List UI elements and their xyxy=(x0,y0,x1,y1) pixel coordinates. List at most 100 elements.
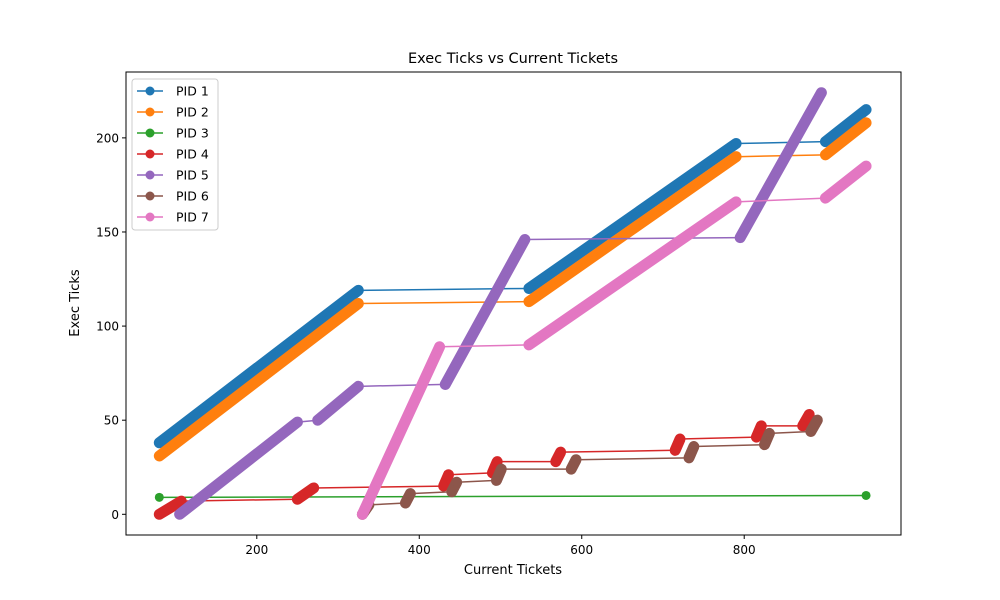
series-2-connector xyxy=(528,156,737,303)
series-2-line-1 xyxy=(158,302,359,457)
legend-box xyxy=(131,78,219,231)
series-6-point-7 xyxy=(496,464,506,474)
series-4-connector xyxy=(448,472,493,476)
series-7-line-3 xyxy=(824,165,867,199)
x-axis-label: Current Tickets xyxy=(464,563,562,578)
plot-area xyxy=(153,87,872,520)
series-4-point-9 xyxy=(556,447,566,457)
series-4-connector xyxy=(560,449,676,453)
series-3-point-1 xyxy=(154,492,164,502)
series-6-point-2 xyxy=(400,498,410,508)
series-4-point-13 xyxy=(756,421,766,431)
series-4-point-10 xyxy=(670,445,680,455)
series-1-point-3 xyxy=(731,139,741,149)
y-axis: 0 50 100 150 200 xyxy=(96,131,126,522)
legend-swatch-marker xyxy=(145,191,155,201)
series-5-line-4 xyxy=(739,92,823,238)
series-6-point-8 xyxy=(566,464,576,474)
series-4-point-3 xyxy=(309,483,319,493)
series-2 xyxy=(153,117,872,462)
y-tick-label: 100 xyxy=(96,320,119,334)
x-tick-label: 600 xyxy=(570,543,593,557)
legend-label: PID 4 xyxy=(176,147,209,162)
series-2-connector xyxy=(358,300,529,305)
x-tick-label: 400 xyxy=(408,543,431,557)
series-5-line-1 xyxy=(179,421,298,515)
legend-label: PID 2 xyxy=(176,105,209,120)
series-5-point-4 xyxy=(440,379,450,389)
series-5-connector xyxy=(317,385,359,421)
series-4-point-5 xyxy=(444,470,454,480)
legend-swatch-marker xyxy=(145,170,155,180)
series-6 xyxy=(356,414,823,520)
series-6-connector xyxy=(693,443,765,448)
legend-swatch-marker xyxy=(145,149,155,159)
series-6-point-10 xyxy=(684,453,694,463)
series-6-point-11 xyxy=(689,442,699,452)
legend-label: PID 7 xyxy=(176,210,209,225)
series-4 xyxy=(153,409,815,520)
series-6-point-9 xyxy=(571,455,581,465)
series-5 xyxy=(174,87,827,520)
series-4-point-7 xyxy=(492,457,502,467)
legend-swatch-marker xyxy=(145,128,155,138)
series-6-point-4 xyxy=(447,487,457,497)
series-6-point-5 xyxy=(452,477,462,487)
series-4-point-12 xyxy=(751,432,761,442)
series-2-line-3 xyxy=(824,122,867,156)
legend-label: PID 3 xyxy=(176,126,209,141)
x-tick-label: 800 xyxy=(733,543,756,557)
series-2-point-2 xyxy=(524,297,534,307)
y-tick-label: 50 xyxy=(104,414,119,428)
series-6-connector xyxy=(410,490,452,495)
y-tick-label: 200 xyxy=(96,131,119,145)
legend-label: PID 6 xyxy=(176,189,209,204)
series-4-connector xyxy=(680,436,757,440)
y-tick-label: 150 xyxy=(96,225,119,239)
series-6-point-3 xyxy=(405,489,415,499)
series-5-point-6 xyxy=(735,233,745,243)
legend-swatch-marker xyxy=(145,212,155,222)
series-7-point-4 xyxy=(820,193,830,203)
series-6-connector xyxy=(769,430,811,435)
series-4-point-14 xyxy=(798,421,808,431)
series-5-connector xyxy=(524,236,741,241)
series-5-connector xyxy=(444,239,526,385)
series-1-line-3 xyxy=(824,109,867,143)
series-3-point-2 xyxy=(861,490,871,500)
series-2-point-1 xyxy=(353,299,363,308)
series-7-connector xyxy=(528,201,737,346)
series-5-point-1 xyxy=(292,417,302,427)
series-1-connector xyxy=(736,140,826,145)
series-7-point-2 xyxy=(524,340,534,350)
series-7-point-3 xyxy=(731,197,741,207)
series-1-point-4 xyxy=(820,137,830,147)
series-4-point-1 xyxy=(176,496,186,506)
series-1-point-2 xyxy=(524,283,534,293)
legend-label: PID 1 xyxy=(176,84,209,99)
x-axis: 200 400 600 800 xyxy=(245,535,756,557)
series-6-connector xyxy=(456,479,497,484)
series-6-connector xyxy=(368,502,406,506)
series-6-point-13 xyxy=(764,428,774,438)
series-7-point-1 xyxy=(435,342,445,352)
y-axis-label: Exec Ticks xyxy=(68,269,83,337)
series-5-point-5 xyxy=(520,235,530,245)
series-5-point-3 xyxy=(353,381,363,391)
series-4-point-8 xyxy=(551,457,561,467)
series-4-point-11 xyxy=(675,434,685,444)
series-6-point-6 xyxy=(491,475,501,485)
plot-frame xyxy=(125,71,902,536)
series-1-point-1 xyxy=(353,285,363,295)
series-4-point-4 xyxy=(439,481,449,491)
series-7-connector xyxy=(736,197,826,203)
series-6-point-14 xyxy=(806,426,816,436)
series-2-point-3 xyxy=(731,152,741,162)
series-6-point-12 xyxy=(760,440,770,450)
series-1-connector xyxy=(528,142,737,290)
series-1-line-1 xyxy=(158,289,359,444)
series-1 xyxy=(153,104,872,449)
series-5-connector xyxy=(358,383,446,388)
series-7-line-1 xyxy=(361,346,441,515)
